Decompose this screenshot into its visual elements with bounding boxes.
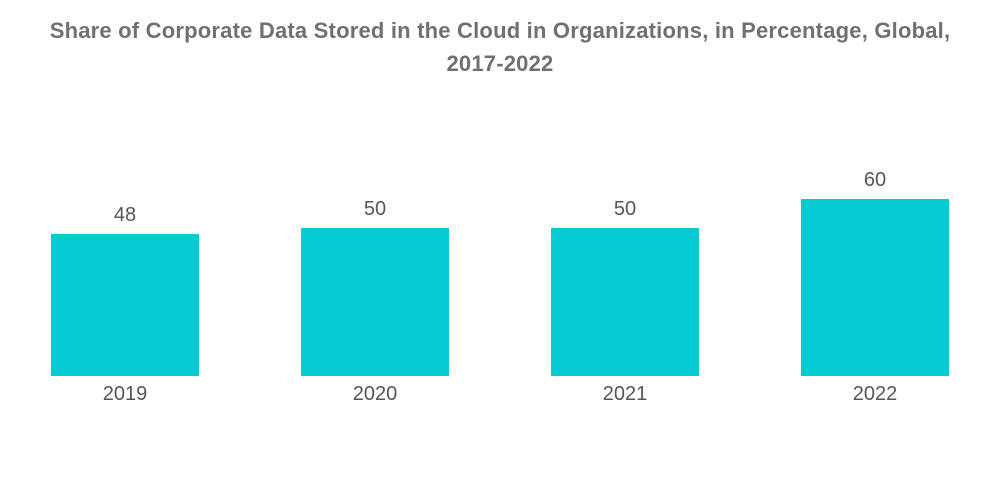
- bar-2020: [301, 228, 449, 376]
- bar-2021: [551, 228, 699, 376]
- bar-group-2019: 48 2019: [0, 80, 250, 406]
- x-tick-label: 2020: [352, 383, 398, 405]
- bar-2019: [51, 234, 199, 376]
- x-tick-label: 2019: [102, 383, 148, 405]
- bar-value-label: 48: [113, 204, 137, 226]
- bar-group-2021: 50 2021: [500, 80, 750, 406]
- chart-title-line2: 2017-2022: [446, 51, 554, 76]
- bar-group-2020: 50 2020: [250, 80, 500, 406]
- bar-group-2022: 60 2022: [750, 80, 1000, 406]
- bar-2022: [801, 199, 949, 376]
- chart-title: Share of Corporate Data Stored in the Cl…: [0, 0, 1000, 80]
- x-tick-label: 2021: [602, 383, 648, 405]
- chart-title-line1: Share of Corporate Data Stored in the Cl…: [49, 18, 951, 43]
- bar-value-label: 50: [613, 198, 637, 220]
- x-tick-label: 2022: [852, 383, 898, 405]
- bar-value-label: 60: [863, 169, 887, 191]
- bar-value-label: 50: [363, 198, 387, 220]
- plot-area: 48 2019 50 2020 50 2021 60 2022: [0, 80, 1000, 406]
